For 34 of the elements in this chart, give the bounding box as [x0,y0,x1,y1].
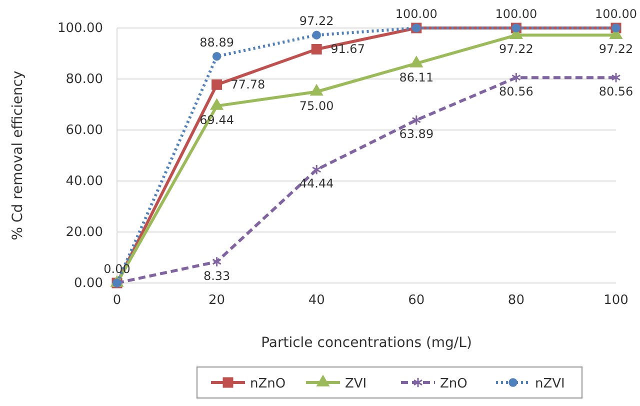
data-label: 77.78 [230,78,266,92]
y-tick-label: 0.00 [74,276,103,292]
data-label: 80.56 [598,84,634,99]
data-label: 80.56 [499,84,534,99]
y-tick-label: 60.00 [66,123,103,138]
x-tick-label: 40 [308,293,325,308]
x-tick-label: 80 [508,293,524,308]
legend-label: ZVI [345,376,367,392]
data-label: 44.44 [299,176,334,191]
x-tick-label: 0 [112,293,122,308]
x-tick-label: 100 [604,293,628,308]
data-label: 97.22 [499,42,534,56]
data-label: 100.00 [595,7,637,21]
y-tick-label: 20.00 [66,225,103,240]
data-label: 86.11 [399,70,434,84]
x-tick-label: 60 [408,293,425,308]
data-label: 75.00 [299,98,334,113]
data-label: 97.22 [598,42,634,56]
x-axis-title: Particle concentrations (mg/L) [261,335,472,351]
x-tick-label: 20 [208,293,226,308]
data-label: 97.22 [299,14,334,28]
y-axis-title: % Cd removal efficiency [10,70,26,240]
data-label: 88.89 [200,35,234,50]
y-tick-label: 100.00 [58,21,103,36]
y-tick-label: 40.00 [66,174,103,190]
data-label: 91.67 [330,42,365,56]
legend-label: nZnO [250,376,286,392]
legend-label: nZVI [535,376,565,392]
y-tick-label: 80.00 [66,72,103,88]
data-label: 100.00 [495,7,538,21]
data-label: 63.89 [399,127,434,142]
legend-label: ZnO [440,376,468,392]
data-label: 100.00 [395,7,438,21]
data-label: 8.33 [203,268,230,283]
